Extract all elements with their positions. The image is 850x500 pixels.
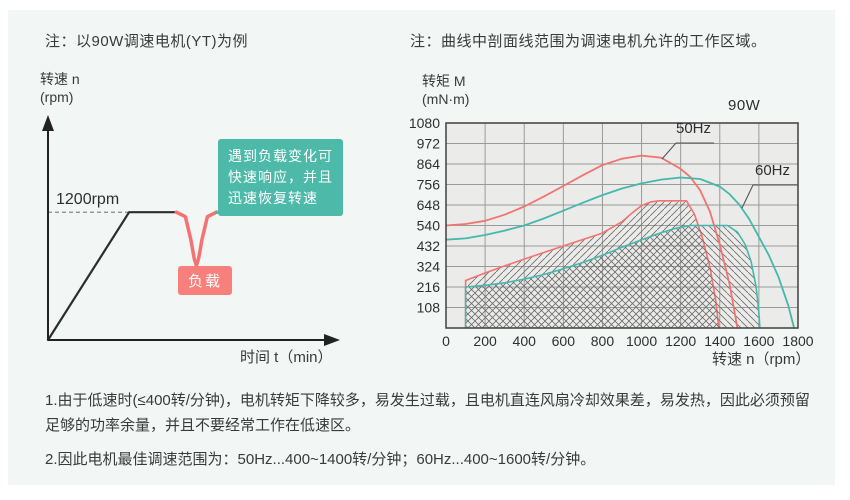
load-badge: 负载 [178, 266, 233, 295]
left-y-axis-label: 转速 n (rpm) [40, 71, 80, 105]
svg-text:756: 756 [417, 177, 441, 193]
svg-text:216: 216 [417, 279, 441, 295]
svg-text:1080: 1080 [409, 115, 440, 131]
right-y-axis-label: 转矩 M (mN·m) [422, 73, 470, 107]
svg-text:1400: 1400 [704, 333, 735, 349]
svg-text:972: 972 [417, 136, 441, 152]
svg-text:0: 0 [442, 333, 450, 349]
chart-title-90w: 90W [728, 97, 761, 114]
svg-text:108: 108 [417, 300, 441, 316]
svg-text:1800: 1800 [782, 333, 813, 349]
svg-text:600: 600 [552, 333, 576, 349]
tick-labels: 0 200 400 600 800 1000 1200 1400 1600 1800 108 216 3… [409, 115, 814, 349]
series-curves [445, 154, 795, 329]
svg-text:324: 324 [417, 259, 441, 275]
svg-text:648: 648 [417, 197, 441, 213]
footnote-2: 2.因此电机最佳调速范围为：50Hz...400~1400转/分钟；60Hz..… [45, 451, 596, 468]
svg-text:1200: 1200 [665, 333, 696, 349]
label-50hz: 50Hz [676, 120, 712, 137]
leader-line-50hz [661, 142, 714, 160]
region-fills [464, 200, 761, 329]
plot-border [445, 122, 799, 329]
svg-text:200: 200 [473, 333, 497, 349]
svg-text:400: 400 [513, 333, 537, 349]
svg-text:540: 540 [417, 218, 441, 234]
x-axis-arrow-icon [324, 334, 340, 346]
left-x-axis-label: 时间 t（min） [240, 349, 333, 366]
note-left: 注：以90W调速电机(YT)为例 [45, 33, 249, 50]
svg-text:800: 800 [591, 333, 615, 349]
response-callout: 遇到负载变化可 快速响应，并且 迅速恢复转速 [218, 139, 343, 216]
footnote-1: 1.由于低速时(≤400转/分钟)，电机转矩下降较多，易发生过载，且电机直连风扇… [45, 392, 810, 434]
svg-text:432: 432 [417, 238, 441, 254]
note-right: 注：曲线中剖面线范围为调速电机允许的工作区域。 [410, 33, 767, 50]
ref-speed-label: 1200rpm [56, 191, 120, 208]
label-60hz: 60Hz [755, 162, 791, 179]
footnotes: 1.由于低速时(≤400转/分钟)，电机转矩下降较多，易发生过载，且电机直连风扇… [45, 388, 823, 481]
svg-text:1000: 1000 [626, 333, 657, 349]
leader-line-60hz [741, 184, 798, 209]
right-x-axis-label: 转速 n（rpm） [712, 351, 811, 368]
svg-text:864: 864 [417, 156, 441, 172]
svg-text:1600: 1600 [743, 333, 774, 349]
torque-speed-chart: 0 200 400 600 800 1000 1200 1400 1600 1800 108 216 3… [409, 115, 814, 349]
y-axis-arrow-icon [42, 115, 54, 131]
